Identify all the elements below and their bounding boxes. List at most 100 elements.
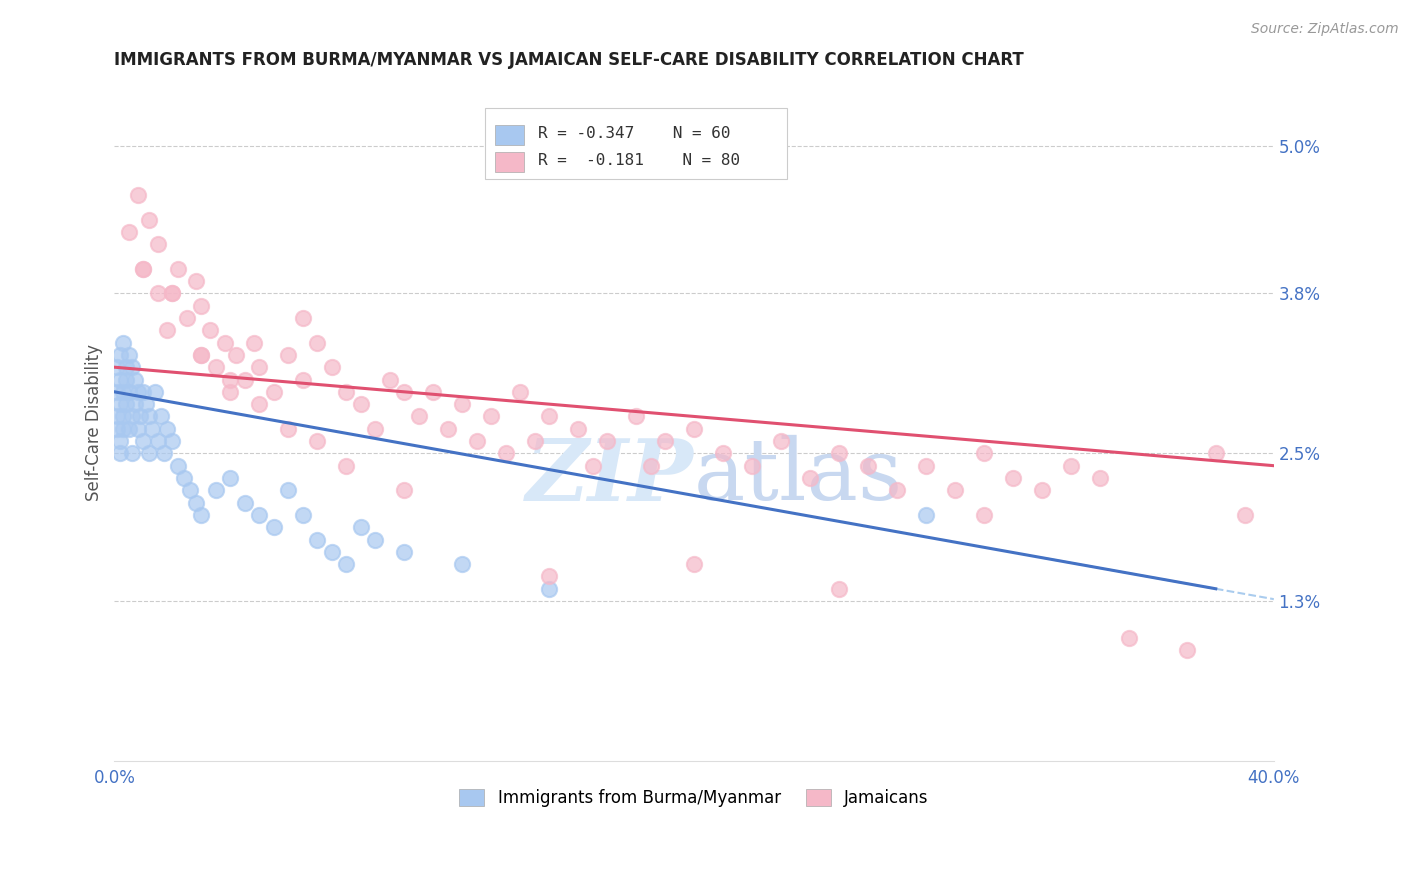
Point — [205, 483, 228, 498]
Point — [1060, 458, 1083, 473]
Point — [118, 225, 141, 239]
Point — [138, 212, 160, 227]
Point — [155, 422, 177, 436]
Point — [277, 348, 299, 362]
Point — [146, 286, 169, 301]
Point — [479, 409, 502, 424]
Point — [205, 360, 228, 375]
Point — [190, 348, 212, 362]
Point — [465, 434, 488, 448]
Point — [112, 384, 135, 399]
Point — [141, 422, 163, 436]
Point — [451, 557, 474, 571]
Text: ZIP: ZIP — [526, 435, 695, 518]
Point — [138, 409, 160, 424]
Point — [214, 335, 236, 350]
Point — [138, 446, 160, 460]
Point — [162, 286, 184, 301]
Point — [242, 335, 264, 350]
Point — [394, 483, 416, 498]
Point — [105, 384, 128, 399]
Point — [112, 409, 135, 424]
Point — [291, 508, 314, 522]
Point — [769, 434, 792, 448]
Text: IMMIGRANTS FROM BURMA/MYANMAR VS JAMAICAN SELF-CARE DISABILITY CORRELATION CHART: IMMIGRANTS FROM BURMA/MYANMAR VS JAMAICA… — [114, 51, 1024, 69]
Point — [112, 422, 135, 436]
Point — [124, 372, 146, 386]
Point — [350, 397, 373, 411]
Point — [121, 446, 143, 460]
Point — [135, 397, 157, 411]
Point — [321, 360, 343, 375]
Text: R = -0.347    N = 60: R = -0.347 N = 60 — [537, 126, 730, 141]
Point — [973, 508, 995, 522]
Point — [291, 310, 314, 325]
Point — [176, 310, 198, 325]
Point — [179, 483, 201, 498]
Point — [538, 409, 561, 424]
Point — [105, 360, 128, 375]
Point — [291, 372, 314, 386]
Point — [1118, 631, 1140, 645]
Point — [321, 545, 343, 559]
Point — [364, 533, 387, 547]
Point — [121, 409, 143, 424]
Point — [233, 495, 256, 509]
Point — [973, 446, 995, 460]
Point — [943, 483, 966, 498]
Point — [118, 422, 141, 436]
Point — [856, 458, 879, 473]
Point — [307, 335, 329, 350]
Point — [394, 545, 416, 559]
Point — [1001, 471, 1024, 485]
Point — [162, 434, 184, 448]
Point — [350, 520, 373, 534]
Point — [115, 397, 138, 411]
Point — [132, 434, 155, 448]
Point — [307, 434, 329, 448]
Point — [108, 348, 131, 362]
Text: atlas: atlas — [695, 435, 903, 518]
Point — [115, 360, 138, 375]
FancyBboxPatch shape — [485, 108, 787, 179]
Point — [184, 495, 207, 509]
Point — [233, 372, 256, 386]
Point — [394, 384, 416, 399]
Point — [640, 458, 662, 473]
Point — [225, 348, 247, 362]
Point — [167, 261, 190, 276]
Point — [149, 409, 172, 424]
Text: R =  -0.181    N = 80: R = -0.181 N = 80 — [537, 153, 740, 168]
Point — [155, 323, 177, 337]
Point — [263, 384, 285, 399]
Point — [1233, 508, 1256, 522]
Point — [683, 557, 706, 571]
Point — [112, 335, 135, 350]
Bar — [495, 125, 523, 145]
Point — [307, 533, 329, 547]
Point — [118, 348, 141, 362]
Point — [190, 348, 212, 362]
Point — [173, 471, 195, 485]
Point — [132, 384, 155, 399]
Point — [711, 446, 734, 460]
Point — [408, 409, 430, 424]
Point — [219, 384, 242, 399]
Point — [436, 422, 458, 436]
Point — [828, 446, 851, 460]
Point — [1088, 471, 1111, 485]
Point — [152, 446, 174, 460]
Point — [451, 397, 474, 411]
Point — [108, 372, 131, 386]
Point — [190, 508, 212, 522]
Point — [915, 458, 938, 473]
Legend: Immigrants from Burma/Myanmar, Jamaicans: Immigrants from Burma/Myanmar, Jamaicans — [453, 782, 935, 814]
Point — [378, 372, 401, 386]
Point — [121, 360, 143, 375]
Point — [129, 409, 152, 424]
Point — [127, 384, 149, 399]
Point — [335, 557, 357, 571]
Point — [741, 458, 763, 473]
Point — [335, 384, 357, 399]
Point — [263, 520, 285, 534]
